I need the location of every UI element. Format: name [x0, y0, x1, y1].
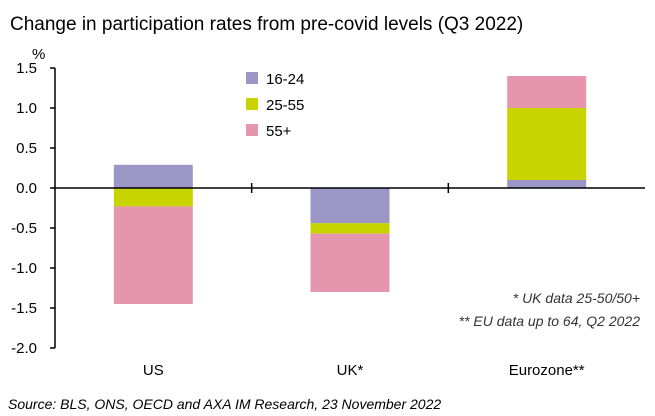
legend-label: 55+: [266, 123, 292, 140]
category-label: US: [143, 362, 164, 379]
y-tick-label: -1.5: [11, 300, 37, 317]
legend-swatch: [246, 124, 258, 136]
bar-uk-16-24: [310, 188, 390, 224]
y-tick-label: 0.0: [16, 180, 37, 197]
y-tick-labels: 1.5 1.0 0.5 0.0 -0.5 -1.0 -1.5 -2.0: [11, 60, 37, 357]
bar-eurozone-55plus: [507, 76, 587, 108]
source-note: Source: BLS, ONS, OECD and AXA IM Resear…: [8, 396, 441, 412]
legend-label: 25-55: [266, 97, 304, 114]
y-tick-label: -1.0: [11, 260, 37, 277]
bar-us-55plus: [113, 206, 193, 304]
legend-swatch: [246, 72, 258, 84]
legend: 16-24 25-55 55+: [246, 71, 304, 140]
bar-us-16-24: [113, 164, 193, 188]
chart-title: Change in participation rates from pre-c…: [10, 14, 523, 35]
y-tick-label: 1.0: [16, 100, 37, 117]
legend-swatch: [246, 98, 258, 110]
bar-eurozone-16-24: [507, 180, 587, 188]
axes-group: [50, 67, 645, 349]
category-labels: US UK* Eurozone**: [143, 362, 585, 379]
bar-uk-55plus: [310, 233, 390, 292]
y-tick-label: -2.0: [11, 340, 37, 357]
category-label: Eurozone**: [509, 362, 585, 379]
y-axis-unit-label: %: [32, 46, 45, 63]
legend-label: 16-24: [266, 71, 304, 88]
footnote-uk: * UK data 25-50/50+: [513, 290, 640, 306]
y-tick-label: 0.5: [16, 140, 37, 157]
bar-uk-25-55: [310, 223, 390, 234]
bar-eurozone-25-55: [507, 108, 587, 180]
bars-group: [113, 76, 587, 304]
category-label: UK*: [337, 362, 364, 379]
bar-us-25-55: [113, 188, 193, 207]
footnote-eu: ** EU data up to 64, Q2 2022: [459, 313, 641, 329]
y-tick-label: -0.5: [11, 220, 37, 237]
y-tick-label: 1.5: [16, 60, 37, 77]
